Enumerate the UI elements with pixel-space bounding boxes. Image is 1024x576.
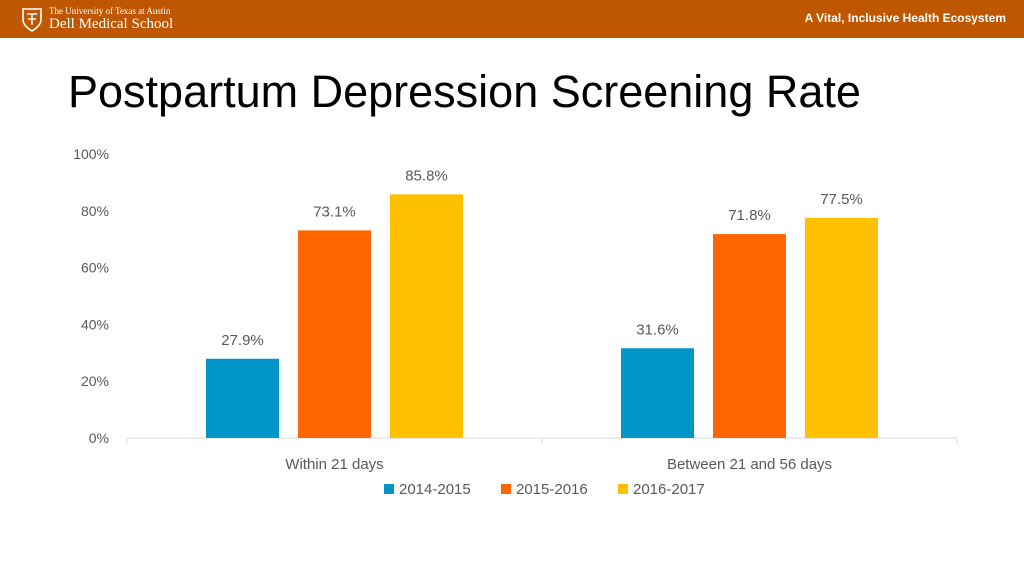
category-label: Between 21 and 56 days [667,456,832,473]
slide-title: Postpartum Depression Screening Rate [68,66,861,117]
y-tick-label: 80% [81,203,109,219]
legend-label: 2016-2017 [633,481,705,498]
data-label: 31.6% [636,321,679,338]
legend-swatch [384,484,394,494]
y-tick-label: 40% [81,316,109,332]
data-label: 73.1% [313,203,356,220]
y-tick-label: 100% [73,146,109,162]
y-tick-label: 20% [81,373,109,389]
y-tick-label: 0% [89,430,109,446]
bar-2015-2016-1 [298,230,371,438]
bar-2014-2015-1 [206,358,279,438]
header-tagline: A Vital, Inclusive Health Ecosystem [804,11,1006,25]
data-label: 27.9% [221,332,264,349]
legend-swatch [501,484,511,494]
data-label: 77.5% [820,191,863,208]
legend-label: 2015-2016 [516,481,588,498]
header-banner: The University of Texas at Austin Dell M… [0,0,1024,38]
legend-label: 2014-2015 [399,481,471,498]
legend-swatch [618,484,628,494]
bar-2016-2017-2 [805,217,878,438]
shield-icon [22,8,42,32]
y-tick-label: 60% [81,260,109,276]
dell-med-logo: The University of Texas at Austin Dell M… [22,6,173,34]
logo-school-text: Dell Medical School [49,15,174,32]
data-label: 71.8% [728,207,771,224]
bar-2014-2015-2 [621,348,694,438]
logo-university-text: The University of Texas at Austin [49,6,171,17]
category-label: Within 21 days [285,456,383,473]
data-label: 85.8% [405,167,448,184]
bar-2016-2017-1 [390,194,463,438]
bar-2015-2016-2 [713,234,786,438]
